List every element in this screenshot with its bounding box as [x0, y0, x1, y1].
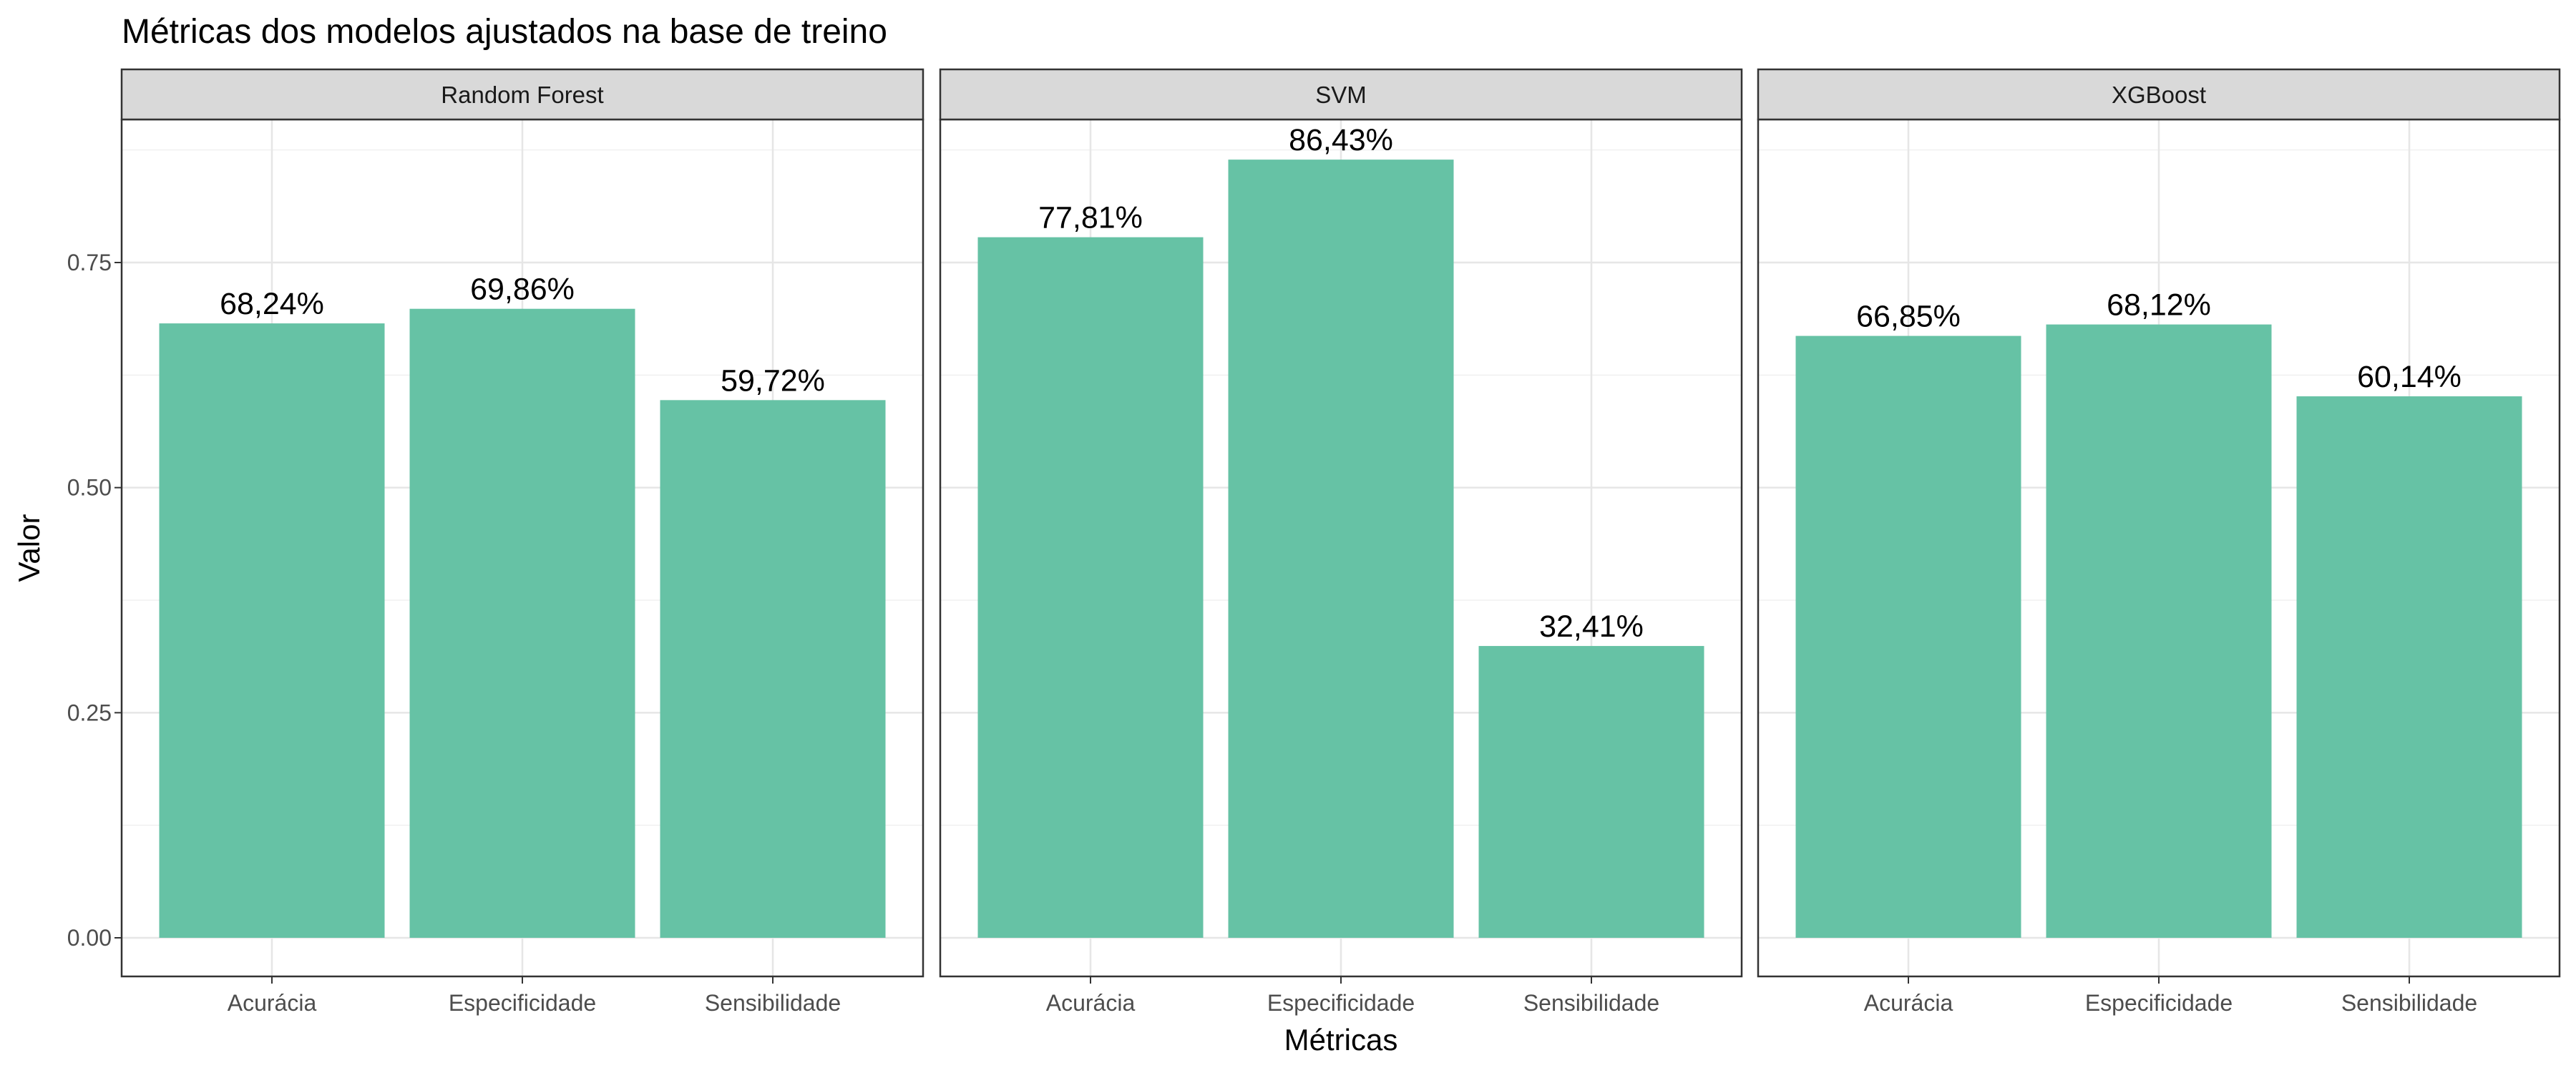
facet-strip-label: XGBoost [2112, 82, 2206, 108]
data-label: 59,72% [721, 363, 825, 398]
facet-strip [939, 68, 1743, 121]
x-tick-label: Especificidade [449, 990, 596, 1016]
x-tick-label: Especificidade [2085, 990, 2233, 1016]
x-tick-label: Acurácia [228, 990, 317, 1016]
facet-strip [120, 68, 924, 121]
data-label: 66,85% [1856, 300, 1961, 334]
bar [977, 237, 1204, 938]
y-axis-title: Valor [12, 514, 46, 582]
facet-strip [1757, 68, 2561, 121]
x-tick-label: Especificidade [1267, 990, 1415, 1016]
bar [2296, 396, 2522, 938]
facet-strip-label: Random Forest [441, 82, 603, 108]
bar [1228, 160, 1454, 938]
x-tick-label: Sensibilidade [1523, 990, 1659, 1016]
bar [1478, 646, 1704, 938]
data-label: 69,86% [470, 273, 575, 307]
bar [660, 400, 886, 938]
data-label: 77,81% [1038, 201, 1143, 235]
facet-strip-label: SVM [1315, 82, 1367, 108]
x-tick-label: Sensibilidade [2341, 990, 2477, 1016]
data-label: 86,43% [1289, 123, 1393, 157]
bar [2046, 324, 2272, 938]
data-label: 32,41% [1539, 609, 1644, 644]
data-label: 68,12% [2107, 288, 2211, 323]
y-tick-label: 0.25 [67, 700, 112, 725]
chart-title: Métricas dos modelos ajustados na base d… [122, 13, 887, 51]
y-tick-label: 0.75 [67, 250, 112, 275]
x-axis-title: Métricas [1284, 1023, 1398, 1057]
x-tick-label: Acurácia [1046, 990, 1136, 1016]
bar [409, 308, 635, 939]
facet-panel: 66,85% 68,12% 60,14% XGBoost Acurácia Especif… [1757, 68, 2561, 1016]
facet-panels: 0.00 0.25 0.50 0.75 68,24% 69,86% 59,72% Random… [67, 68, 2561, 1016]
data-label: 68,24% [220, 287, 324, 321]
y-tick-label: 0.00 [67, 925, 112, 951]
bar [159, 323, 385, 938]
bar [1795, 335, 2021, 939]
facet-panel: 68,24% 69,86% 59,72% Random Forest Acurácia E… [120, 68, 924, 1016]
x-tick-label: Acurácia [1864, 990, 1953, 1016]
data-label: 60,14% [2357, 360, 2462, 394]
facet-panel: 77,81% 86,43% 32,41% SVM Acurácia Especificid… [939, 68, 1743, 1016]
x-tick-label: Sensibilidade [705, 990, 841, 1016]
y-tick-label: 0.50 [67, 475, 112, 501]
